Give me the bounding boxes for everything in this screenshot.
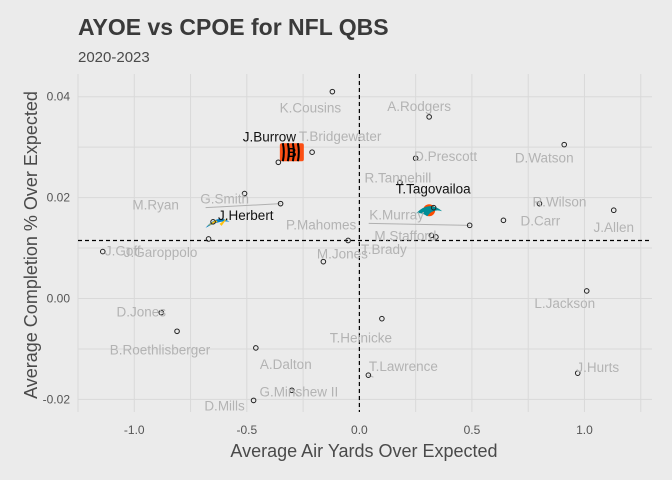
y-tick-label: 0.00: [47, 291, 71, 305]
bengals-stripe: [281, 142, 285, 162]
label-a-rodgers: A.Rodgers: [387, 99, 451, 114]
label-j-hurts: J.Hurts: [576, 360, 619, 375]
chart-subtitle: 2020-2023: [78, 49, 150, 66]
data-points: [99, 88, 617, 404]
bengals-stripe: [291, 142, 295, 162]
label-k-cousins: K.Cousins: [280, 101, 342, 116]
label-r-wilson: R.Wilson: [532, 195, 586, 210]
point-t-brady: [433, 234, 439, 240]
label-m-jones: M.Jones: [317, 247, 368, 262]
point-m-ryan: [277, 200, 284, 207]
y-tick-label: 0.02: [47, 191, 71, 205]
label-d-watson: D.Watson: [515, 151, 574, 166]
point-j-allen: [610, 207, 617, 214]
point-d-prescott: [412, 155, 419, 162]
grid-lines: [77, 74, 652, 412]
label-m-ryan: M.Ryan: [132, 198, 179, 213]
point-g-smith: [241, 190, 248, 197]
label-t-brady: T.Brady: [361, 242, 407, 257]
label-j-herbert: J.Herbert: [218, 208, 274, 223]
point-k-cousins: [329, 88, 336, 95]
label-k-murray: K.Murray: [369, 207, 424, 222]
point-m-jones: [320, 258, 327, 265]
label-g-smith: G.Smith: [200, 192, 249, 207]
reference-lines: [78, 74, 652, 412]
point-g-minshew-ii: [289, 387, 295, 394]
label-b-roethlisberger: B.Roethlisberger: [110, 342, 211, 357]
label-g-minshew-ii: G.Minshew II: [259, 384, 338, 399]
point-r-tannehill: [397, 179, 403, 186]
bengals-letter: B: [287, 145, 296, 160]
y-tick-label: -0.02: [43, 392, 71, 406]
x-tick-label: 0.0: [351, 423, 368, 437]
point-r-wilson: [536, 200, 543, 207]
tick-labels: -1.0 -0.5 0.0 0.5 1.0 -0.02 0.00 0.02 0.04: [43, 90, 593, 437]
leader-m-ryan: [205, 203, 281, 209]
point-k-murray: [466, 222, 473, 229]
label-j-allen: J.Allen: [593, 220, 634, 235]
x-axis-title: Average Air Yards Over Expected: [230, 441, 497, 461]
point-j-goff: [99, 248, 106, 255]
chart-title: AYOE vs CPOE for NFL QBS: [78, 14, 389, 40]
x-tick-label: -1.0: [124, 423, 145, 437]
team-logos: B: [205, 142, 443, 228]
point-j-hurts: [574, 370, 581, 376]
point-p-mahomes: [345, 237, 351, 244]
bengals-stripe: [286, 142, 290, 162]
label-t-lawrence: T.Lawrence: [369, 359, 438, 374]
label-j-burrow: J.Burrow: [243, 129, 297, 144]
point-b-roethlisberger: [174, 328, 180, 335]
point-labels: K.Cousins A.Rodgers J.Burrow T.Bridgewater D…: [105, 99, 634, 414]
point-d-jones: [158, 309, 165, 316]
label-m-stafford: M.Stafford: [374, 228, 436, 243]
point-d-watson: [561, 141, 568, 148]
label-p-mahomes: P.Mahomes: [286, 217, 357, 232]
leader-g-minshew-ii: [291, 389, 300, 397]
label-r-tannehill: R.Tannehill: [364, 170, 431, 185]
label-t-bridgewater: T.Bridgewater: [299, 129, 382, 144]
label-j-goff: J.Goff: [105, 244, 141, 259]
label-d-mills: D.Mills: [204, 398, 245, 413]
bengals-stripe: [296, 142, 300, 162]
label-t-tagovailoa: T.Tagovailoa: [396, 182, 472, 197]
label-a-dalton: A.Dalton: [260, 357, 312, 372]
leader-k-murray: [368, 222, 470, 226]
point-t-bridgewater: [309, 149, 315, 155]
point-j-herbert: [210, 219, 216, 225]
label-j-garoppolo: J.Garoppolo: [124, 245, 198, 260]
point-t-lawrence: [365, 372, 372, 378]
label-t-heinicke: T.Heinicke: [330, 331, 392, 346]
x-tick-label: -0.5: [236, 423, 257, 437]
label-l-jackson: L.Jackson: [534, 296, 595, 311]
point-t-tagovailoa: [430, 204, 437, 211]
y-tick-label: 0.04: [47, 90, 71, 104]
y-axis-title: Average Completion % Over Expected: [21, 91, 41, 399]
point-a-dalton: [253, 345, 259, 351]
point-t-heinicke: [379, 315, 385, 322]
label-d-carr: D.Carr: [521, 213, 561, 228]
label-d-prescott: D.Prescott: [414, 149, 477, 164]
point-d-mills: [250, 397, 257, 404]
x-tick-label: 1.0: [576, 423, 593, 437]
point-l-jackson: [583, 288, 590, 294]
logo-bengals: B: [279, 142, 304, 162]
label-d-jones: D.Jones: [117, 305, 167, 320]
x-tick-label: 0.5: [464, 423, 481, 437]
point-d-carr: [500, 217, 507, 224]
point-a-rodgers: [426, 114, 432, 120]
point-j-garoppolo: [205, 236, 212, 242]
point-j-burrow: [275, 159, 282, 166]
